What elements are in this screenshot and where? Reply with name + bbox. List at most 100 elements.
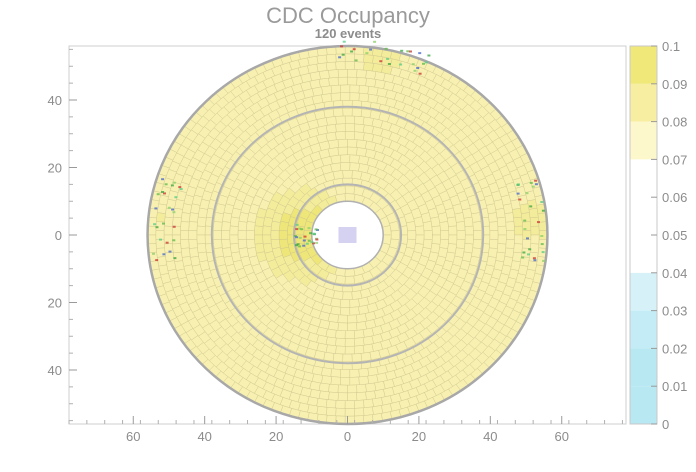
detector-cell <box>463 216 474 227</box>
detector-cell <box>337 138 348 148</box>
detector-cell <box>196 225 206 236</box>
detector-cell <box>325 336 337 346</box>
detector-cell <box>356 321 367 331</box>
detector-cell <box>188 221 198 231</box>
detector-cell <box>513 216 523 227</box>
detector-cell <box>488 247 498 258</box>
detector-cell <box>422 238 433 249</box>
y-tick-label: 20 <box>48 161 62 176</box>
hot-cell <box>409 50 412 53</box>
hot-cell <box>373 40 377 43</box>
detector-cell <box>334 275 346 285</box>
detector-cell <box>229 225 239 236</box>
detector-cell <box>351 353 363 362</box>
detector-cell <box>358 375 369 385</box>
hot-cell <box>309 232 313 235</box>
detector-cell <box>354 131 365 141</box>
hot-cell <box>527 253 530 256</box>
hot-cell <box>516 183 520 186</box>
detector-cell <box>262 225 272 236</box>
detector-cell <box>512 251 522 262</box>
detector-cell <box>440 230 449 240</box>
chart-subtitle: 120 events <box>314 26 382 41</box>
hot-cell <box>422 62 425 65</box>
detector-cell <box>447 216 457 227</box>
detector-cell <box>335 345 346 355</box>
detector-cell <box>163 225 173 236</box>
detector-cell <box>318 70 330 80</box>
detector-cell <box>505 221 515 231</box>
detector-cell <box>349 92 360 101</box>
detector-cell <box>332 290 344 300</box>
detector-cell <box>340 307 351 316</box>
detector-cell <box>354 123 365 133</box>
detector-cell <box>278 230 288 240</box>
hot-cell <box>523 228 527 230</box>
detector-cell <box>489 239 499 249</box>
hot-cell <box>172 225 176 228</box>
hot-cell <box>312 242 315 245</box>
detector-cell <box>340 369 351 378</box>
detector-cell <box>347 384 358 394</box>
detector-cell <box>360 108 372 118</box>
detector-cell <box>213 230 222 240</box>
detector-cell <box>337 314 348 324</box>
hot-cell <box>534 183 538 186</box>
hot-cell <box>384 47 388 50</box>
detector-cell <box>347 314 358 324</box>
detector-cell <box>415 234 425 245</box>
colorbar-segment <box>630 348 657 387</box>
detector-cell <box>325 124 337 134</box>
detector-cell <box>335 400 346 409</box>
detector-cell <box>330 305 342 316</box>
detector-cell <box>344 330 355 339</box>
detector-cell <box>321 375 332 385</box>
detector-cell <box>356 147 368 157</box>
hot-cell <box>162 253 166 256</box>
detector-cell <box>496 243 507 254</box>
detector-cell <box>472 221 482 231</box>
detector-cell <box>344 61 355 70</box>
detector-cell <box>221 221 231 231</box>
hot-cell <box>342 40 346 43</box>
hot-cell <box>399 63 403 66</box>
colorbar-segment <box>630 310 657 349</box>
hot-cell <box>161 191 165 193</box>
detector-cell <box>340 154 351 163</box>
hot-cell <box>159 238 162 241</box>
hot-cell <box>540 235 544 237</box>
hot-cell <box>154 207 158 210</box>
detector-cell <box>431 234 441 245</box>
detector-cell <box>335 330 346 339</box>
detector-cell <box>262 234 272 245</box>
hot-cell <box>516 192 520 195</box>
detector-cell <box>340 377 351 386</box>
detector-cell <box>340 84 351 93</box>
axes: 60 40 20 0 20 40 60 40 20 0 20 40 <box>48 48 623 444</box>
detector-cell <box>530 234 540 245</box>
detector-cell <box>439 239 449 249</box>
hot-cell <box>310 241 314 244</box>
hot-cell <box>521 256 525 259</box>
hot-cell <box>365 52 369 55</box>
detector-cell <box>347 392 358 401</box>
detector-cell <box>448 234 458 245</box>
detector-cell <box>326 407 337 417</box>
detector-cell <box>156 203 167 214</box>
detector-cell <box>344 346 355 355</box>
detector-cell <box>295 225 305 236</box>
hot-regions <box>152 40 546 262</box>
hot-cell <box>526 237 529 240</box>
detector-cell <box>316 54 328 64</box>
detector-cell <box>330 376 341 386</box>
detector-cell <box>356 69 367 79</box>
detector-cell <box>528 208 539 219</box>
hot-cell <box>542 259 546 262</box>
hot-cell <box>298 245 302 248</box>
colorbar-tick-label: 0.04 <box>662 266 687 281</box>
detector-cell <box>221 239 231 249</box>
colorbar-segment <box>630 272 657 311</box>
detector-cell <box>354 61 365 71</box>
detector-cell <box>342 170 353 179</box>
